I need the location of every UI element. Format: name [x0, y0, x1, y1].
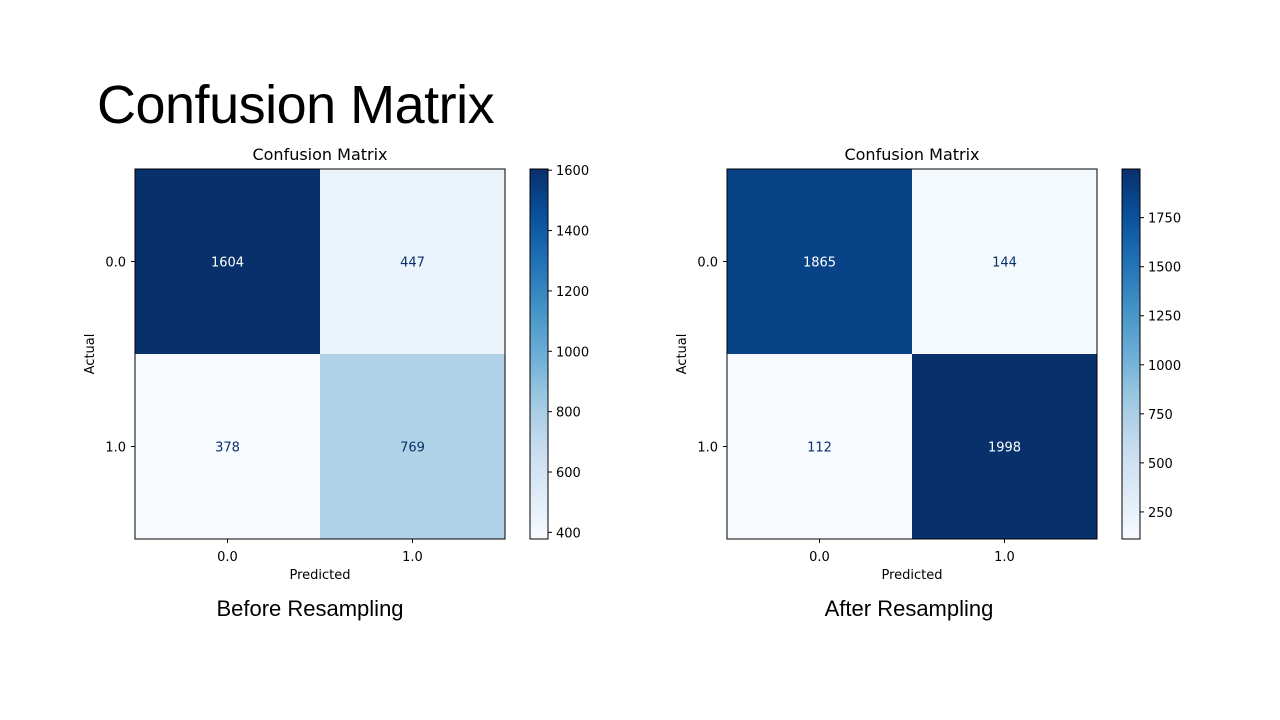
after-chart-title: Confusion Matrix — [844, 145, 979, 164]
before-cell-1-1 — [320, 354, 505, 539]
after-plot-frame — [726, 168, 1098, 540]
after-colorbar-tick-label-5: 1500 — [1148, 261, 1181, 276]
after-y-axis-label: Actual — [675, 334, 690, 375]
confusion-matrix-before-svg: Confusion Matrix 1604 447 378 769 0.0 1.0 0.0 1.… — [83, 145, 589, 583]
before-colorbar-tick-label-3: 1000 — [556, 345, 589, 360]
after-colorbar-tick-label-2: 750 — [1148, 408, 1173, 423]
confusion-matrix-before: Confusion Matrix 1604 447 378 769 0.0 1.0 0.0 1.… — [0, 0, 640, 640]
before-y-axis-label: Actual — [83, 334, 98, 375]
after-cell-1-1 — [912, 354, 1097, 539]
before-colorbar-tick-label-4: 1200 — [556, 285, 589, 300]
before-chart-title: Confusion Matrix — [252, 145, 387, 164]
caption-before-resampling: Before Resampling — [216, 596, 404, 621]
before-colorbar-tick-label-0: 400 — [556, 526, 581, 541]
caption-after-resampling: After Resampling — [824, 596, 994, 621]
before-colorbar-tick-label-1: 600 — [556, 466, 581, 481]
before-cell-1-0 — [135, 354, 320, 539]
before-cell-0-0 — [135, 169, 320, 354]
before-y-tick-label-1: 1.0 — [105, 441, 126, 456]
after-cell-label-1-1: 1998 — [988, 441, 1021, 456]
before-plot-frame — [134, 168, 506, 540]
before-colorbar-tick-label-5: 1400 — [556, 225, 589, 240]
after-colorbar — [1121, 168, 1141, 540]
before-cell-label-0-1: 447 — [400, 256, 425, 271]
after-colorbar-tick-label-6: 1750 — [1148, 212, 1181, 227]
after-colorbar-tick-label-3: 1000 — [1148, 359, 1181, 374]
before-cell-label-1-1: 769 — [400, 441, 425, 456]
after-x-tick-label-1: 1.0 — [994, 550, 1015, 565]
after-x-tick-label-0: 0.0 — [809, 550, 830, 565]
before-cell-label-1-0: 378 — [215, 441, 240, 456]
before-x-tick-label-0: 0.0 — [217, 550, 238, 565]
after-y-tick-label-1: 1.0 — [697, 441, 718, 456]
before-cell-0-1 — [320, 169, 505, 354]
after-cell-label-0-0: 1865 — [803, 256, 836, 271]
before-x-tick-label-1: 1.0 — [402, 550, 423, 565]
slide-title: Confusion Matrix — [97, 75, 495, 135]
after-cell-label-0-1: 144 — [992, 256, 1017, 271]
before-colorbar-tick-label-6: 1600 — [556, 164, 589, 179]
before-colorbar-tick-label-2: 800 — [556, 406, 581, 421]
before-y-tick-label-0: 0.0 — [105, 256, 126, 271]
after-colorbar-tick-label-4: 1250 — [1148, 310, 1181, 325]
confusion-matrix-after: Confusion Matrix 1865 144 112 1998 0.0 1.0 0.0 1… — [592, 0, 1232, 640]
before-x-axis-label: Predicted — [289, 568, 350, 583]
before-cell-label-0-0: 1604 — [211, 256, 244, 271]
after-colorbar-tick-label-0: 250 — [1148, 506, 1173, 521]
after-cell-label-1-0: 112 — [807, 441, 832, 456]
after-cell-0-0 — [727, 169, 912, 354]
after-cell-0-1 — [912, 169, 1097, 354]
after-y-tick-label-0: 0.0 — [697, 256, 718, 271]
before-colorbar — [529, 168, 549, 540]
after-cell-1-0 — [727, 354, 912, 539]
confusion-matrix-after-svg: Confusion Matrix 1865 144 112 1998 0.0 1.0 0.0 1… — [675, 145, 1181, 583]
after-x-axis-label: Predicted — [881, 568, 942, 583]
after-colorbar-tick-label-1: 500 — [1148, 457, 1173, 472]
